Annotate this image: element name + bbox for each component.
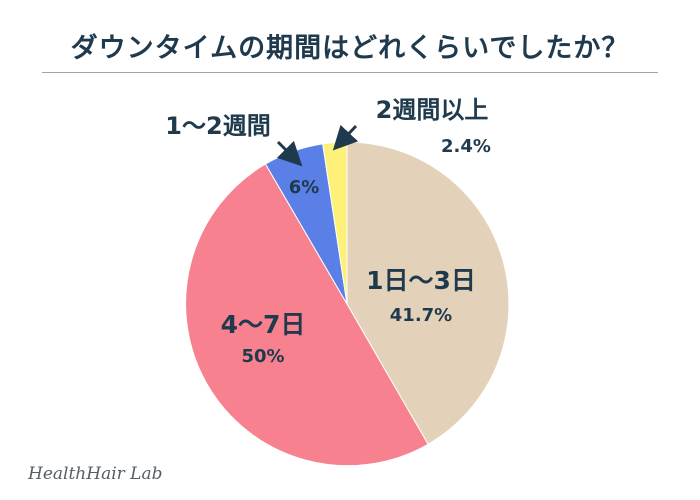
slice-label-4: 2週間以上 [376,96,489,124]
slice-label-2: 4〜7日 [221,310,306,339]
chart-title: ダウンタイムの期間はどれくらいでしたか？ [70,33,630,64]
slice-percent-3: 6% [289,177,320,198]
slice-label-1: 1日〜3日 [366,266,476,295]
slice-label-3: 1〜2週間 [165,112,270,140]
slice-percent-2: 50% [241,346,284,367]
leader-arrow-4 [332,124,359,151]
slice-percent-4: 2.4% [441,136,491,157]
brand-watermark: HealthHair Lab [28,464,163,484]
slice-percent-1: 41.7% [390,305,452,326]
pie-slice-1 [346,141,510,445]
leader-arrow-3 [276,140,303,167]
title-divider [42,72,658,73]
pie-slice-2 [185,163,429,467]
